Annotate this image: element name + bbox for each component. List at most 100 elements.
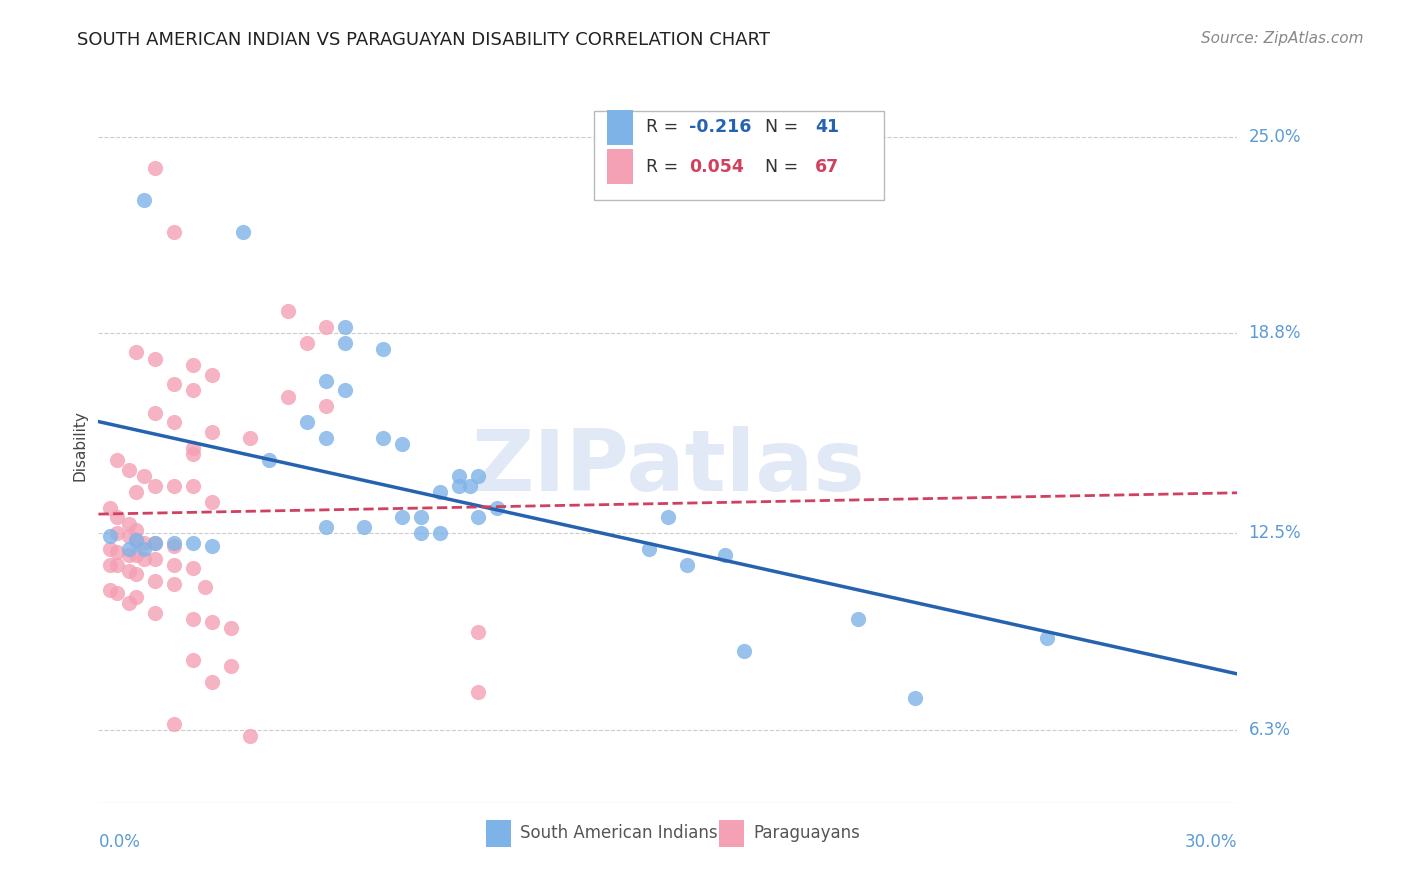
Point [163,478,186,492]
Point [391,510,413,524]
Point [132,469,155,483]
Point [98,529,121,543]
Point [163,415,186,429]
Text: R =: R = [647,119,683,136]
Point [315,520,337,534]
Point [98,542,121,557]
Point [201,368,224,382]
Point [467,685,489,699]
Point [163,558,186,572]
Point [201,675,224,690]
Point [145,551,167,566]
Text: 67: 67 [814,158,839,176]
Text: 30.0%: 30.0% [1185,833,1237,851]
Point [183,653,205,667]
Point [183,561,205,575]
Point [315,374,337,388]
Point [118,564,141,578]
FancyBboxPatch shape [607,111,633,145]
Point [183,384,205,398]
Text: 25.0%: 25.0% [1249,128,1301,145]
Text: SOUTH AMERICAN INDIAN VS PARAGUAYAN DISABILITY CORRELATION CHART: SOUTH AMERICAN INDIAN VS PARAGUAYAN DISA… [77,31,770,49]
Point [221,621,243,635]
Point [239,431,262,445]
Point [125,567,148,582]
Point [411,526,433,541]
Point [118,549,141,563]
Point [145,535,167,549]
Point [429,526,451,541]
Point [132,542,155,557]
Point [297,415,319,429]
Point [132,551,155,566]
Point [371,343,394,357]
Text: Paraguayans: Paraguayans [754,824,860,842]
Point [449,469,471,483]
Text: -0.216: -0.216 [689,119,752,136]
Point [1036,631,1059,645]
Text: ZIPatlas: ZIPatlas [471,425,865,509]
Text: N =: N = [755,158,804,176]
Point [125,549,148,563]
Text: 12.5%: 12.5% [1249,524,1301,542]
Point [132,193,155,207]
Point [125,533,148,547]
Point [353,520,375,534]
Point [98,558,121,572]
Point [132,535,155,549]
Text: 0.0%: 0.0% [98,833,141,851]
FancyBboxPatch shape [718,820,744,847]
Point [183,447,205,461]
Point [125,590,148,604]
Point [467,469,489,483]
Point [107,510,129,524]
Point [125,523,148,537]
Point [145,606,167,620]
Point [145,406,167,420]
Point [315,431,337,445]
Point [449,478,471,492]
Text: 18.8%: 18.8% [1249,325,1301,343]
FancyBboxPatch shape [607,150,633,184]
Text: R =: R = [647,158,683,176]
Point [259,453,281,467]
Text: 0.054: 0.054 [689,158,744,176]
Point [201,539,224,553]
Point [163,577,186,591]
Point [194,580,217,594]
Point [183,478,205,492]
Text: 6.3%: 6.3% [1249,721,1291,739]
Text: 41: 41 [814,119,839,136]
Point [201,615,224,629]
Point [846,612,869,626]
Point [145,161,167,176]
Text: Source: ZipAtlas.com: Source: ZipAtlas.com [1201,31,1364,46]
Point [163,716,186,731]
Y-axis label: Disability: Disability [72,410,87,482]
Point [118,529,141,543]
Point [638,542,661,557]
Point [163,225,186,239]
Point [145,351,167,366]
Point [183,358,205,372]
Point [118,463,141,477]
Point [486,500,509,515]
FancyBboxPatch shape [593,111,884,200]
Point [411,510,433,524]
Point [714,549,737,563]
Point [277,304,299,318]
Point [98,583,121,598]
Point [125,485,148,500]
Point [125,533,148,547]
Point [657,510,679,524]
Point [277,390,299,404]
Point [335,335,357,350]
Point [239,729,262,743]
Point [107,558,129,572]
Point [467,510,489,524]
Point [460,478,482,492]
Point [429,485,451,500]
Point [107,586,129,600]
Point [107,545,129,559]
Point [297,335,319,350]
